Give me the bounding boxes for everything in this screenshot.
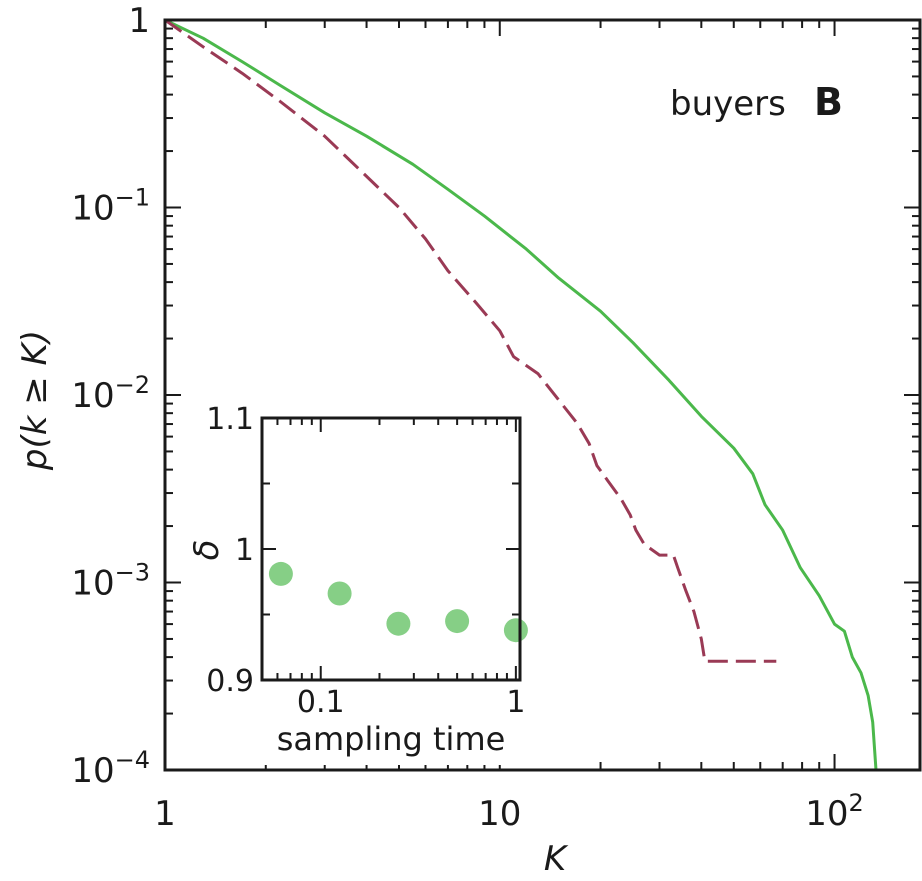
inset-x-axis-title: sampling time [277, 720, 506, 758]
y-tick-label: 1 [128, 1, 150, 41]
main-tick-labels: 1 10 102 1 10−1 10−2 10−3 10−4 [71, 1, 863, 834]
y-tick-label: 10−3 [71, 559, 150, 604]
legend-label: buyers [670, 84, 786, 124]
y-axis-title: p(k ≥ K) [15, 330, 55, 471]
y-tick-label: 10−4 [71, 746, 150, 791]
inset-y-tick-label: 1.1 [206, 402, 254, 437]
series-line-1 [164, 18, 878, 771]
inset-point [327, 581, 352, 606]
y-tick-label: 10−1 [71, 184, 150, 229]
panel-label: B [814, 80, 843, 124]
main-series-group [164, 18, 878, 771]
x-tick-label: 1 [154, 794, 176, 834]
inset-point [445, 609, 470, 634]
inset-points-group [268, 561, 528, 643]
x-tick-label: 102 [805, 789, 864, 834]
x-axis-title: K [544, 839, 569, 879]
y-tick-label: 10−2 [71, 371, 150, 416]
inset-axis-ticks [261, 417, 520, 681]
series-line-2 [164, 18, 777, 663]
inset-y-axis-title: δ [187, 540, 227, 561]
inset-tick-labels: 0.1 1 0.9 1 1.1 [206, 402, 525, 720]
inset-point [386, 611, 411, 636]
inset-x-tick-label: 1 [506, 685, 525, 720]
x-tick-label: 10 [478, 794, 521, 834]
inset-point [503, 618, 528, 643]
inset-point [268, 561, 293, 586]
inset-x-tick-label: 0.1 [297, 685, 345, 720]
inset-y-tick-label: 0.9 [206, 664, 254, 699]
inset-y-tick-label: 1 [235, 533, 254, 568]
inset-background [190, 400, 535, 765]
